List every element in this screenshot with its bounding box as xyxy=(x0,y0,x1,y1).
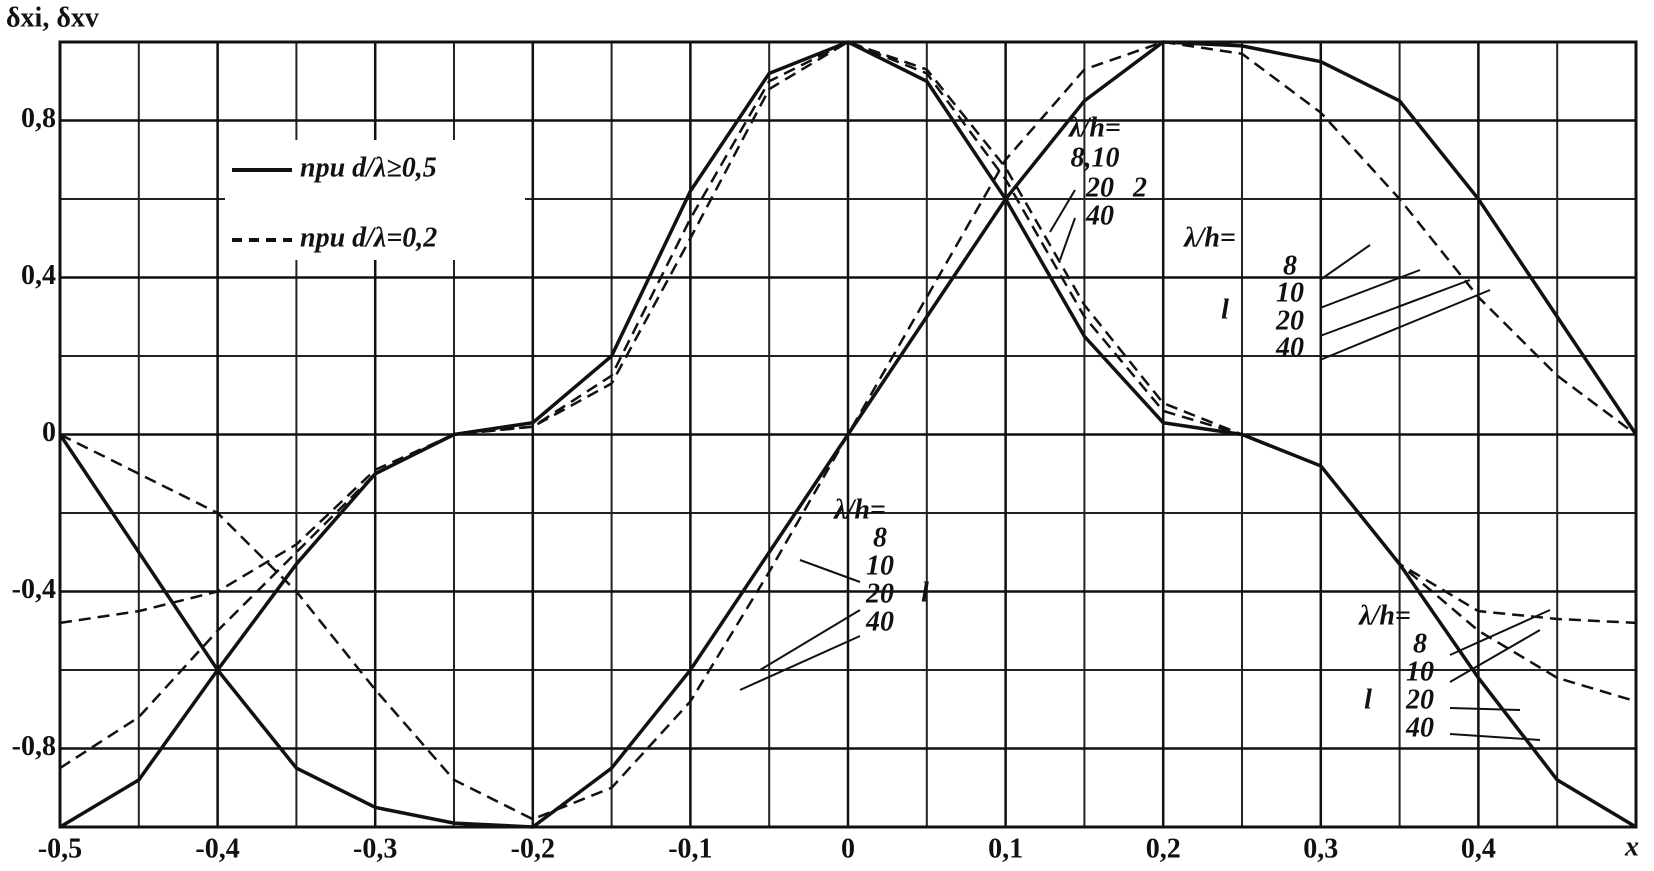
x-tick-label: 0,2 xyxy=(1146,833,1181,864)
x-tick-label: -0,2 xyxy=(511,833,555,864)
x-tick-label: 0,4 xyxy=(1461,833,1496,864)
annotation: 2 xyxy=(1132,172,1147,203)
leader-line xyxy=(1449,733,1541,741)
leader-line xyxy=(799,559,861,583)
annotation: 8 xyxy=(1413,628,1427,659)
y-tick-label: -0,4 xyxy=(12,574,56,605)
y-tick-label: 0 xyxy=(42,417,56,448)
leader-line xyxy=(759,609,861,671)
annotation: 10 xyxy=(1276,277,1304,308)
annotation: 8 xyxy=(1283,250,1297,281)
annotation: 40 xyxy=(865,606,894,637)
annotation: λ/h= xyxy=(1068,112,1121,143)
annotation: l xyxy=(1221,294,1229,325)
leader-line xyxy=(1319,269,1421,309)
annotation: λ/h= xyxy=(1358,600,1411,631)
annotation: λ/h= xyxy=(833,494,886,525)
leader-line xyxy=(1449,707,1521,711)
x-tick-label: 0,1 xyxy=(988,833,1023,864)
annotation: 10 xyxy=(866,550,894,581)
annotation: l xyxy=(921,577,929,608)
x-tick-label: -0,4 xyxy=(195,833,239,864)
leader-line xyxy=(1449,609,1551,656)
legend-label: при d/λ≥0,5 xyxy=(300,152,437,183)
leader-line xyxy=(739,635,861,691)
leader-line xyxy=(1319,279,1471,337)
data-line xyxy=(59,40,1637,625)
y-tick-label: 0,8 xyxy=(21,103,56,134)
annotation: 20 xyxy=(1275,305,1304,336)
annotation: 40 xyxy=(1085,200,1114,231)
annotation: 20 xyxy=(865,578,894,609)
data-line xyxy=(59,40,1637,821)
y-tick-label: 0,4 xyxy=(21,260,56,291)
annotation: 8 xyxy=(873,522,887,553)
annotation: 40 xyxy=(1405,712,1434,743)
annotation: λ/h= xyxy=(1183,222,1236,253)
annotation: 40 xyxy=(1275,332,1304,363)
leader-line xyxy=(1049,189,1076,233)
legend-label: при d/λ=0,2 xyxy=(300,222,437,253)
leader-line xyxy=(1449,629,1541,683)
y-axis-label: δxi, δxv xyxy=(6,2,99,33)
x-tick-label: -0,5 xyxy=(38,833,82,864)
leader-line xyxy=(1059,217,1076,261)
x-tick-label: -0,3 xyxy=(353,833,397,864)
y-tick-label: -0,8 xyxy=(12,731,56,762)
x-tick-label: 0,3 xyxy=(1303,833,1338,864)
leader-line xyxy=(1319,244,1371,281)
x-axis-label: x xyxy=(1624,831,1639,862)
annotation: 10 xyxy=(1406,656,1434,687)
annotation: 20 xyxy=(1085,172,1114,203)
annotation: l xyxy=(1364,684,1372,715)
leader-line xyxy=(1319,289,1491,361)
x-tick-label: -0,1 xyxy=(668,833,712,864)
annotation: 8,10 xyxy=(1071,142,1120,173)
annotation: 20 xyxy=(1405,684,1434,715)
x-tick-label: 0 xyxy=(841,833,855,864)
